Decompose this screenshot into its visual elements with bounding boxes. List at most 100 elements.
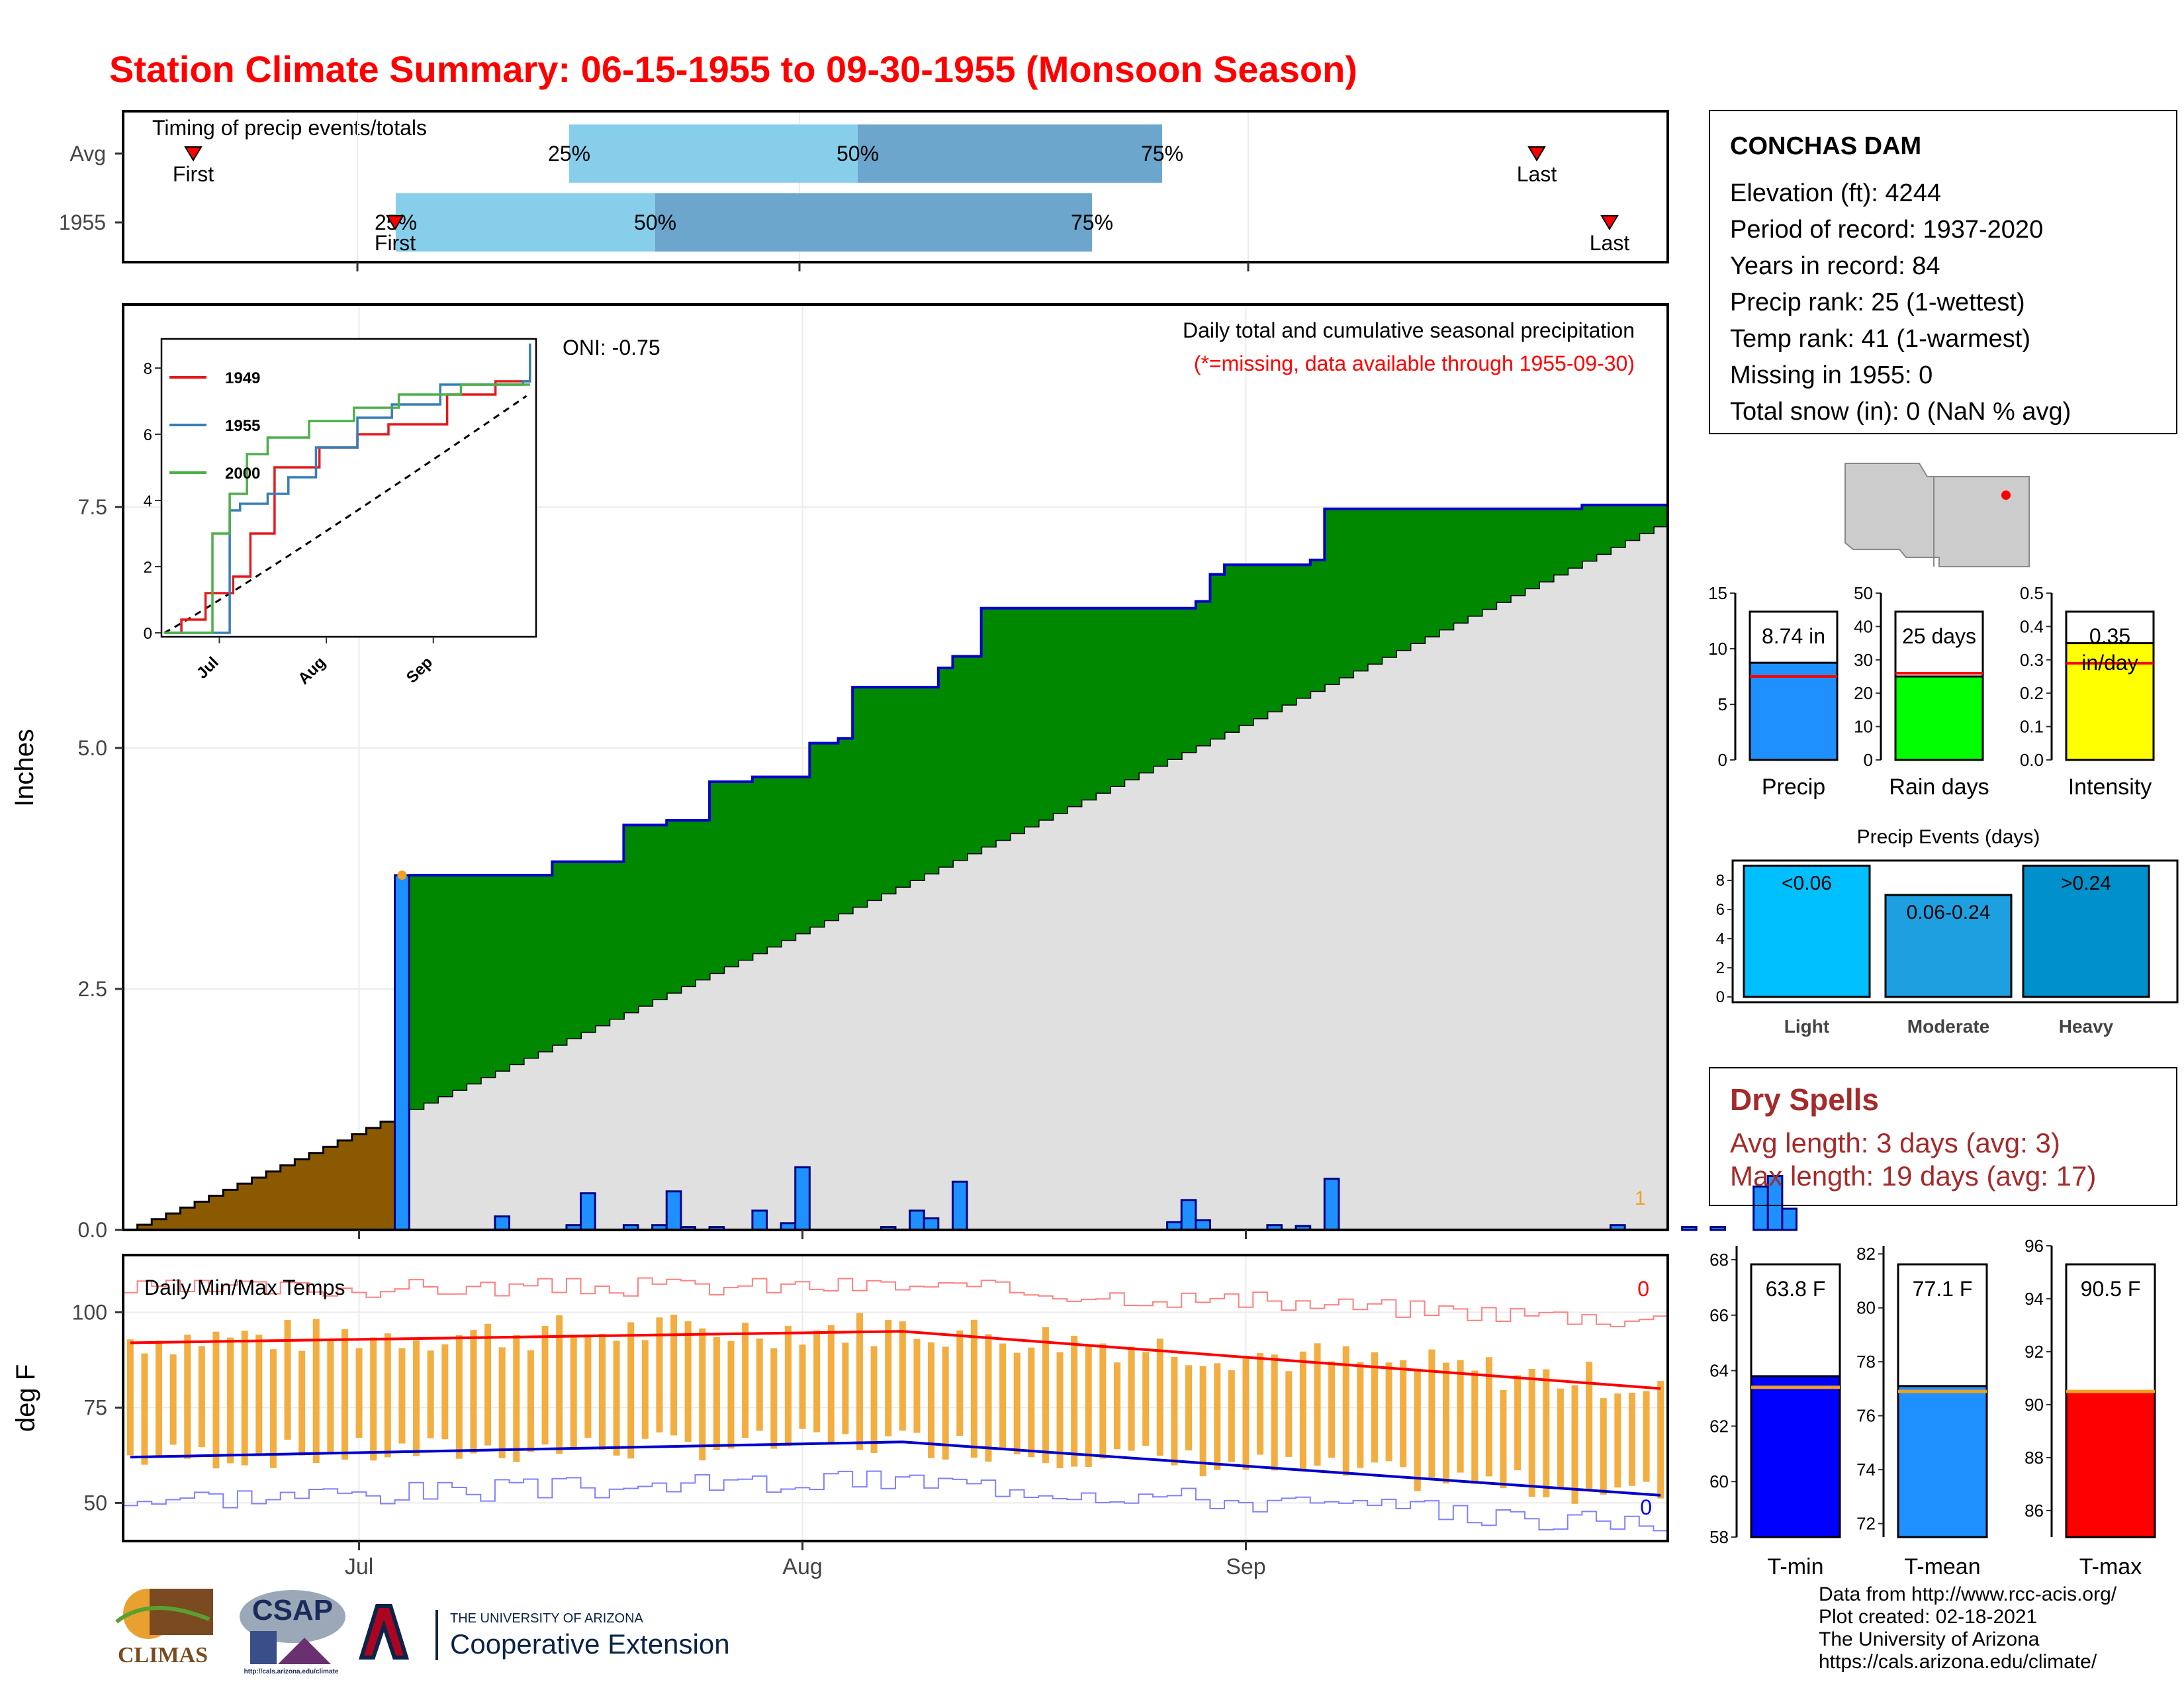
timing-p50-label: 50% (634, 211, 676, 234)
timing-p25-label: 25% (548, 142, 590, 165)
csap-logo-url: http://cals.arizona.edu/climate (244, 1668, 339, 1675)
daily-temp-range-bar (384, 1333, 391, 1458)
events-x-label: Moderate (1907, 1016, 1989, 1037)
temp-panel-frame (122, 1254, 1669, 1542)
daily-precip-bar (923, 1217, 940, 1231)
events-range-label: <0.06 (1782, 872, 1832, 894)
mini-bar-value (1894, 675, 1984, 761)
avg-min-temp-line (130, 1440, 1661, 1497)
temp-ytick-label: 100 (72, 1300, 107, 1324)
precip-ytick-label: 7.5 (78, 495, 107, 519)
timing-row-label: Avg (69, 142, 106, 165)
temp-ytick-label: 50 (83, 1491, 107, 1515)
precip-panel-frame (122, 303, 1669, 1231)
events-bar (2022, 865, 2150, 998)
daily-precip-bar (494, 1215, 511, 1231)
daily-temp-range-bar (141, 1353, 148, 1465)
daily-temp-range-bar (413, 1340, 420, 1456)
daily-temp-range-bar (999, 1343, 1007, 1450)
daily-temp-range-bar (1099, 1343, 1107, 1459)
daily-temp-range-bar (627, 1322, 635, 1459)
timing-row-label: 1955 (59, 211, 106, 234)
mini-ytick-label: 10 (1854, 717, 1873, 737)
daily-precip-bar (1323, 1178, 1340, 1231)
events-bar (1884, 894, 2013, 998)
dry-spells-max: Max length: 19 days (avg: 17) (1730, 1160, 2097, 1192)
missing-count: 1 (1635, 1188, 1646, 1209)
daily-temp-range-bar (1557, 1388, 1564, 1487)
credits: Data from http://www.rcc-acis.org/ Plot … (1819, 1583, 2116, 1673)
daily-temp-range-bar (1514, 1375, 1522, 1471)
daily-temp-range-bar (556, 1315, 563, 1454)
daily-temp-range-bar (1199, 1366, 1206, 1477)
daily-precip-bar (909, 1209, 925, 1231)
daily-temp-range-bar (1357, 1362, 1364, 1468)
daily-precip-bar (1766, 1174, 1784, 1231)
daily-temp-range-bar (441, 1344, 449, 1440)
timing-p75-label: 75% (1071, 211, 1113, 234)
state-map (1844, 461, 2033, 569)
daily-precip-bar (1709, 1226, 1726, 1231)
daily-precip-bar (751, 1209, 768, 1231)
mini-value-label: 0.35 (2089, 624, 2130, 648)
mini-ytick-label: 0 (1718, 750, 1727, 770)
mini-ytick-label: 40 (1854, 616, 1873, 636)
timing-first-marker (184, 146, 203, 162)
station-name: CONCHAS DAM (1730, 132, 1922, 160)
mini-bar-value (1750, 1375, 1841, 1538)
mini-ytick-label: 68 (1709, 1250, 1729, 1270)
daily-temp-range-bar (1457, 1360, 1464, 1473)
daily-temp-range-bar (641, 1340, 649, 1439)
inset-legend-label: 1955 (225, 417, 260, 435)
inset-ytick-label: 2 (144, 559, 152, 577)
daily-temp-range-bar (1643, 1391, 1650, 1482)
timing-p50-label: 50% (837, 142, 879, 165)
climas-logo: CLIMAS (110, 1582, 216, 1675)
temp-title: Daily Min/Max Temps (144, 1276, 345, 1299)
daily-temp-range-bar (1214, 1363, 1221, 1470)
daily-temp-range-bar (842, 1342, 849, 1434)
credit-line: Plot created: 02-18-2021 (1819, 1606, 2038, 1628)
daily-temp-range-bar (498, 1347, 506, 1458)
temp-xtick-label: Sep (1226, 1554, 1266, 1579)
station-info-box: CONCHAS DAM Elevation (ft): 4244 Period … (1709, 110, 2177, 434)
daily-temp-range-bar (1385, 1362, 1392, 1462)
mini-ytick-label: 0.2 (2020, 683, 2044, 703)
daily-temp-range-bar (1342, 1346, 1349, 1476)
daily-temp-range-bar (784, 1326, 792, 1446)
daily-temp-range-bar (1142, 1352, 1150, 1446)
oni-value: ONI: -0.75 (563, 336, 660, 359)
timing-last-label: Last (1517, 162, 1557, 186)
daily-temp-range-bar (398, 1348, 406, 1444)
timing-last-marker (1600, 215, 1619, 230)
daily-temp-range-bar (742, 1323, 749, 1438)
daily-temp-range-bar (284, 1319, 291, 1440)
daily-temp-range-bar (870, 1346, 878, 1454)
daily-temp-range-bar (1285, 1371, 1293, 1457)
mini-ytick-label: 0.0 (2020, 750, 2044, 770)
ua-logo-small: THE UNIVERSITY OF ARIZONA (450, 1611, 643, 1626)
mini-ytick-label: 80 (1856, 1298, 1876, 1318)
temp-ytick-label: 75 (83, 1395, 107, 1419)
daily-temp-range-bar (1156, 1338, 1163, 1456)
events-ytick-label: 6 (1716, 901, 1725, 919)
daily-temp-range-bar (1328, 1361, 1336, 1458)
climas-logo-swoosh (115, 1605, 210, 1624)
mini-ytick-label: 60 (1709, 1472, 1729, 1491)
cumulative-1955-line (409, 503, 1668, 877)
events-title: Precip Events (days) (1857, 826, 2040, 848)
daily-temp-range-bar (770, 1348, 778, 1449)
station-snow: Total snow (in): 0 (NaN % avg) (1730, 398, 2071, 426)
mini-x-label: T-mean (1904, 1554, 1980, 1579)
temp-panel: Daily Min/Max Temps 0 0 deg F 50 75 100 Ju… (11, 1254, 1669, 1579)
daily-temp-range-bar (327, 1338, 334, 1452)
station-missing: Missing in 1955: 0 (1730, 361, 1933, 389)
tmin-missing: 0 (1640, 1495, 1652, 1519)
daily-temp-range-bar (1085, 1345, 1092, 1468)
mini-ytick-label: 88 (2025, 1448, 2044, 1468)
ua-logo-a (358, 1604, 410, 1660)
mini-x-label: Intensity (2068, 774, 2152, 800)
daily-temp-range-bar (1528, 1369, 1535, 1497)
ua-logo-divider (435, 1610, 438, 1660)
